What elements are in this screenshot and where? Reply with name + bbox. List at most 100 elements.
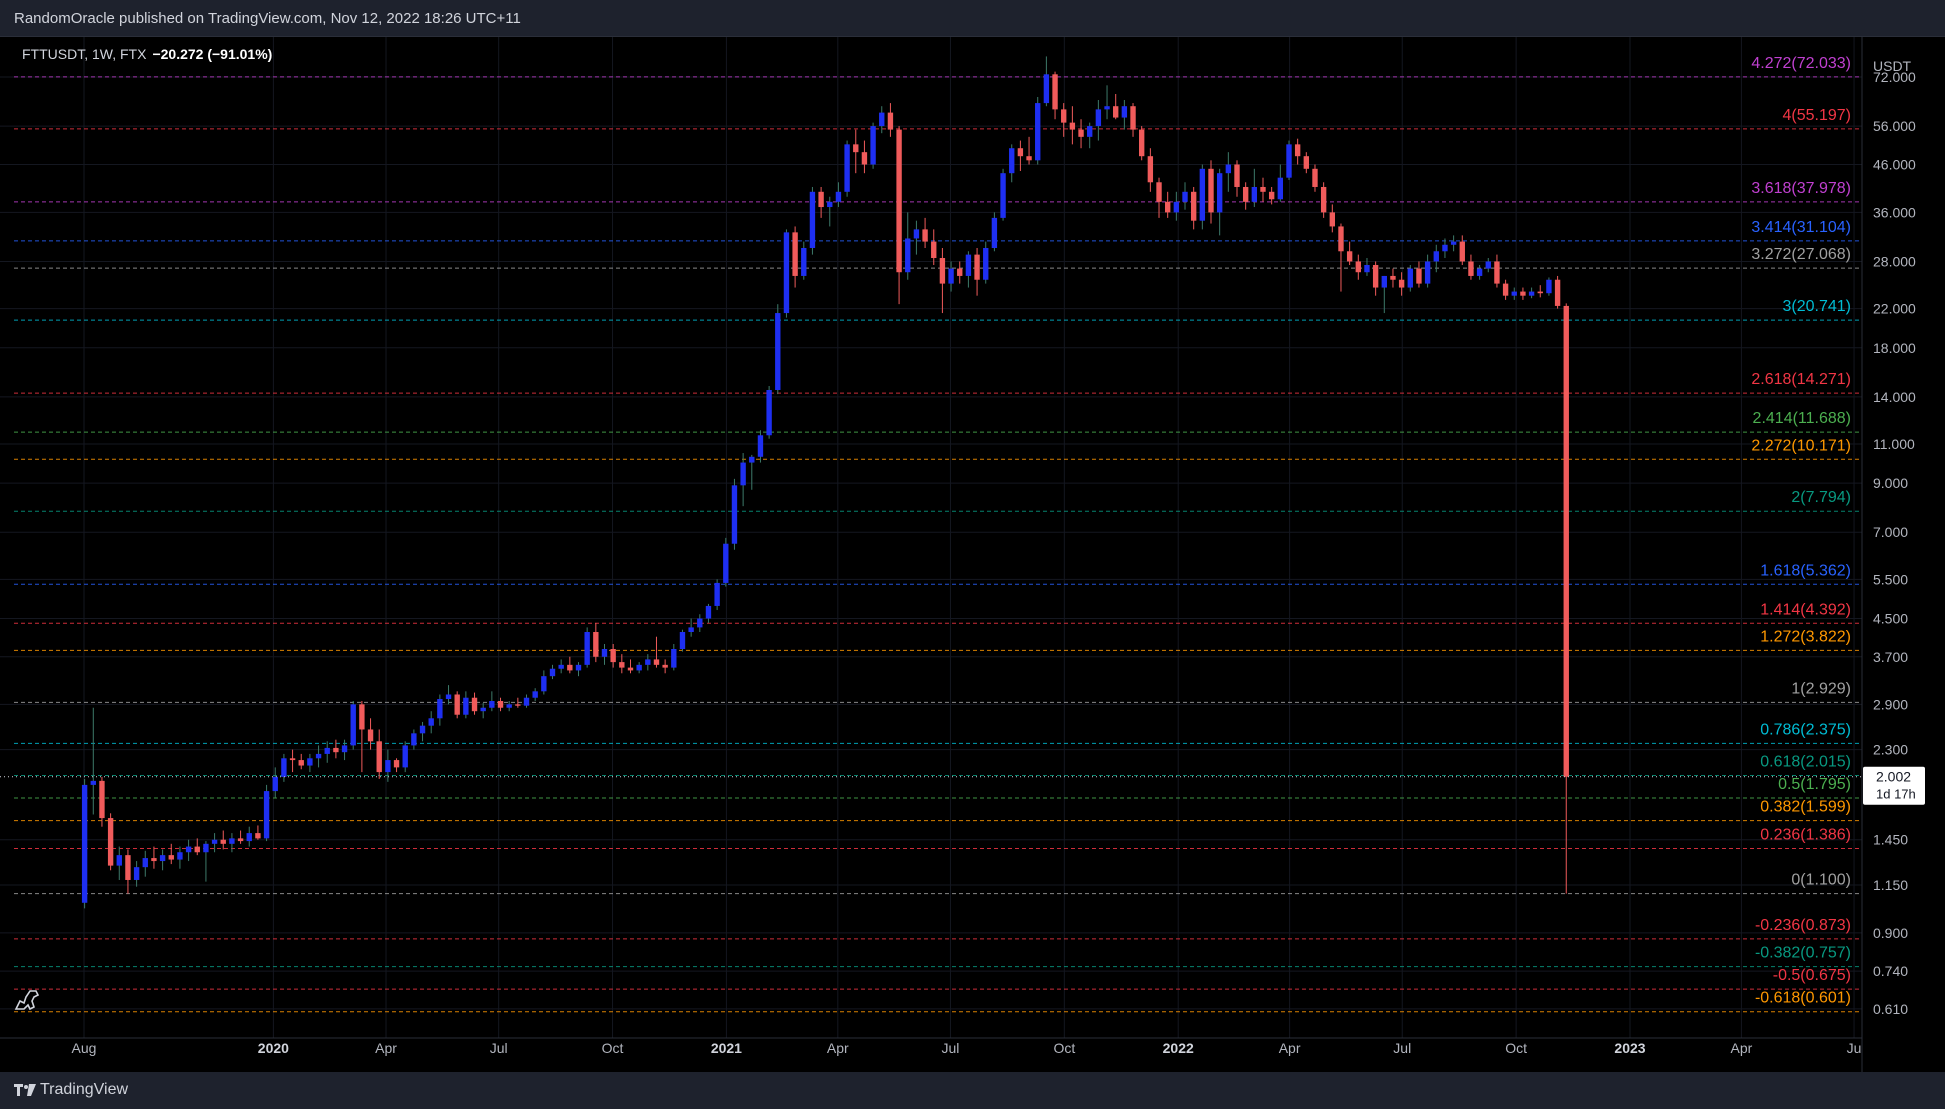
- candle-body: [809, 191, 816, 248]
- candle: [705, 603, 712, 623]
- last-price-value: 2.002: [1876, 769, 1911, 785]
- candle: [593, 622, 599, 663]
- candle: [1485, 258, 1491, 273]
- candle-body: [861, 152, 868, 165]
- candle-body: [255, 833, 261, 839]
- candle-body: [1294, 144, 1301, 157]
- candle: [1355, 254, 1361, 280]
- candle-body: [714, 582, 720, 606]
- fib-level-label: 2.414(11.688): [1753, 410, 1851, 427]
- candle: [1364, 258, 1370, 276]
- candle: [645, 654, 651, 671]
- candle-body: [376, 741, 382, 773]
- candle: [281, 753, 287, 782]
- candle-body: [281, 758, 287, 777]
- candle-body: [428, 718, 434, 726]
- candle: [489, 691, 495, 712]
- candle: [965, 251, 972, 288]
- candle: [1320, 182, 1327, 218]
- candle: [653, 636, 660, 668]
- price-tick-label: 0.900: [1873, 925, 1908, 941]
- candle-body: [1381, 275, 1387, 288]
- candle: [402, 741, 408, 773]
- candle-body: [922, 229, 928, 242]
- price-chart[interactable]: 4.272(72.033) 4(55.197) 3.618(37.978) 3.414…: [0, 37, 1945, 1073]
- candle-body: [419, 725, 426, 734]
- candle: [1468, 254, 1474, 280]
- candle-body: [367, 729, 374, 742]
- candle: [931, 229, 937, 265]
- candle-body: [1130, 106, 1136, 130]
- candle-body: [1546, 279, 1552, 294]
- candle-body: [827, 201, 833, 208]
- candle-body: [1061, 109, 1067, 123]
- candle-body: [965, 254, 972, 276]
- candle-body: [116, 855, 122, 866]
- candle-body: [593, 632, 599, 657]
- candle: [1208, 160, 1214, 224]
- candle-body: [229, 838, 235, 844]
- price-tick-label: 0.740: [1873, 963, 1908, 979]
- candle: [1156, 177, 1162, 218]
- candle: [558, 659, 564, 674]
- candle: [1182, 182, 1188, 210]
- candle-body: [1069, 122, 1076, 130]
- candle-body: [983, 247, 989, 280]
- candle-body: [237, 838, 244, 842]
- fib-level-label: -0.5(0.675): [1773, 967, 1851, 984]
- candle-body: [957, 268, 963, 276]
- candle: [107, 813, 114, 871]
- candle: [333, 739, 339, 759]
- price-axis-bg: [1862, 37, 1945, 1073]
- candle: [133, 861, 140, 887]
- candle-body: [1052, 74, 1058, 110]
- time-tick-label: Jul: [490, 1040, 508, 1056]
- candle: [1424, 254, 1431, 288]
- candle: [853, 129, 859, 174]
- candle: [1113, 93, 1119, 120]
- candle-body: [662, 664, 668, 668]
- chart-area[interactable]: 4.272(72.033) 4(55.197) 3.618(37.978) 3.414…: [0, 36, 1945, 1073]
- candle-body: [194, 846, 200, 853]
- candle: [1260, 177, 1266, 202]
- candle-body: [818, 191, 824, 208]
- candle: [567, 656, 573, 674]
- candle-body: [1277, 177, 1284, 200]
- candle-body: [931, 241, 937, 259]
- candle-body: [1121, 106, 1128, 118]
- candle: [1095, 100, 1102, 141]
- candle: [1338, 223, 1344, 292]
- candle: [307, 753, 313, 773]
- candle: [1216, 168, 1223, 236]
- candle: [142, 850, 148, 877]
- candle-body: [133, 867, 140, 880]
- time-tick-label: Jul: [942, 1040, 960, 1056]
- price-tick-label: 28.000: [1873, 253, 1916, 269]
- time-tick-label: 2022: [1163, 1040, 1194, 1056]
- candle: [177, 846, 183, 869]
- candle-body: [1459, 241, 1465, 262]
- currency-label: USDT: [1873, 58, 1912, 74]
- candle-body: [1113, 106, 1119, 118]
- candle: [1000, 168, 1006, 221]
- candle: [497, 697, 504, 712]
- candle: [835, 182, 842, 208]
- candle: [757, 430, 764, 463]
- candle-body: [1424, 261, 1431, 284]
- candle: [151, 846, 157, 869]
- candle-body: [99, 780, 105, 819]
- candle-body: [1364, 264, 1370, 273]
- time-tick-label: 2020: [258, 1040, 289, 1056]
- symbol-legend[interactable]: FTTUSDT, 1W, FTX −20.272 (−91.01%): [22, 46, 272, 62]
- candle: [1511, 287, 1517, 300]
- candle: [246, 826, 252, 847]
- candle-body: [151, 858, 157, 862]
- candle-body: [896, 129, 902, 273]
- publisher-text: RandomOracle published on TradingView.co…: [14, 10, 521, 27]
- candle: [1009, 144, 1015, 183]
- candle-body: [549, 668, 556, 677]
- candle: [1442, 238, 1448, 259]
- fib-level-label: 0.5(1.795): [1778, 776, 1851, 793]
- footer-brand[interactable]: TradingView: [40, 1081, 129, 1098]
- last-price-box: [1863, 766, 1925, 805]
